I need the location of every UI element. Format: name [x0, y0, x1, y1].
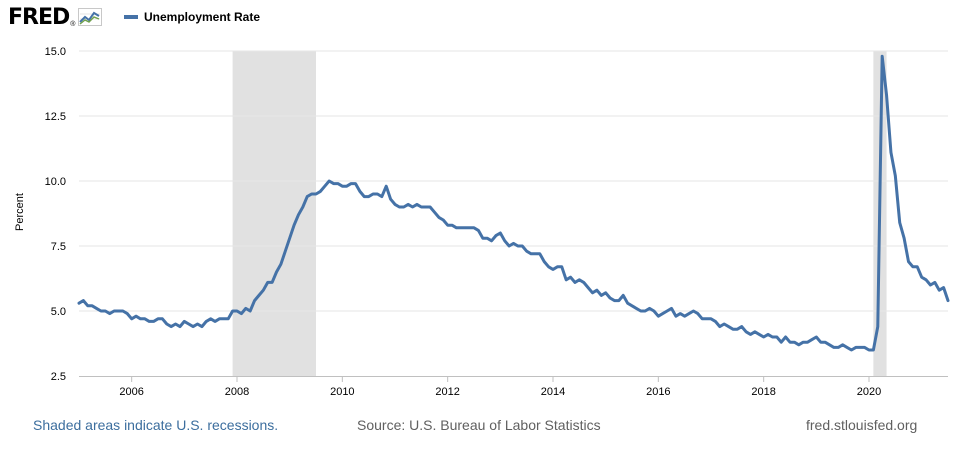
recession-band-0: [232, 51, 316, 376]
fred-logo[interactable]: FRED ®: [8, 5, 103, 31]
recession-note-link[interactable]: Shaded areas indicate U.S. recessions.: [33, 417, 279, 433]
registered-mark: ®: [70, 21, 76, 28]
y-axis-title: Percent: [14, 193, 26, 231]
x-tick-label: 2010: [330, 386, 354, 398]
chart-header: FRED ® Unemployment Rate: [0, 0, 968, 40]
y-tick-label: 15.0: [45, 46, 66, 58]
series-unemployment-rate: [77, 54, 950, 352]
legend-swatch: [124, 15, 138, 19]
chart-legend: Unemployment Rate: [124, 10, 260, 24]
x-tick-label: 2006: [119, 386, 143, 398]
x-axis: 2006 2008 2010 2012 2014 2016 2018 2020: [79, 376, 948, 398]
y-tick-label: 2.5: [51, 371, 66, 383]
y-tick-label: 7.5: [51, 241, 66, 253]
series-line: [77, 54, 950, 352]
x-tick-label: 2008: [225, 386, 249, 398]
x-tick-label: 2016: [646, 386, 670, 398]
gridlines: [79, 50, 948, 312]
unemployment-line-chart: 2006 2008 2010 2012 2014 2016 2018 2020 2.5 5.0 7…: [14, 46, 950, 398]
fred-url: fred.stlouisfed.org: [806, 417, 918, 433]
y-axis: 2.5 5.0 7.5 10.0 12.5 15.0: [45, 46, 66, 383]
y-tick-label: 10.0: [45, 176, 66, 188]
x-tick-label: 2014: [541, 386, 565, 398]
x-tick-label: 2012: [435, 386, 459, 398]
fred-chart-icon: [78, 8, 103, 26]
legend-label: Unemployment Rate: [144, 10, 261, 24]
x-tick-label: 2018: [751, 386, 775, 398]
y-tick-label: 12.5: [45, 111, 66, 123]
y-tick-label: 5.0: [51, 306, 66, 318]
source-text: Source: U.S. Bureau of Labor Statistics: [357, 417, 601, 433]
fred-logo-text: FRED: [8, 5, 70, 30]
recession-bands: [232, 51, 887, 376]
x-tick-label: 2020: [857, 386, 881, 398]
